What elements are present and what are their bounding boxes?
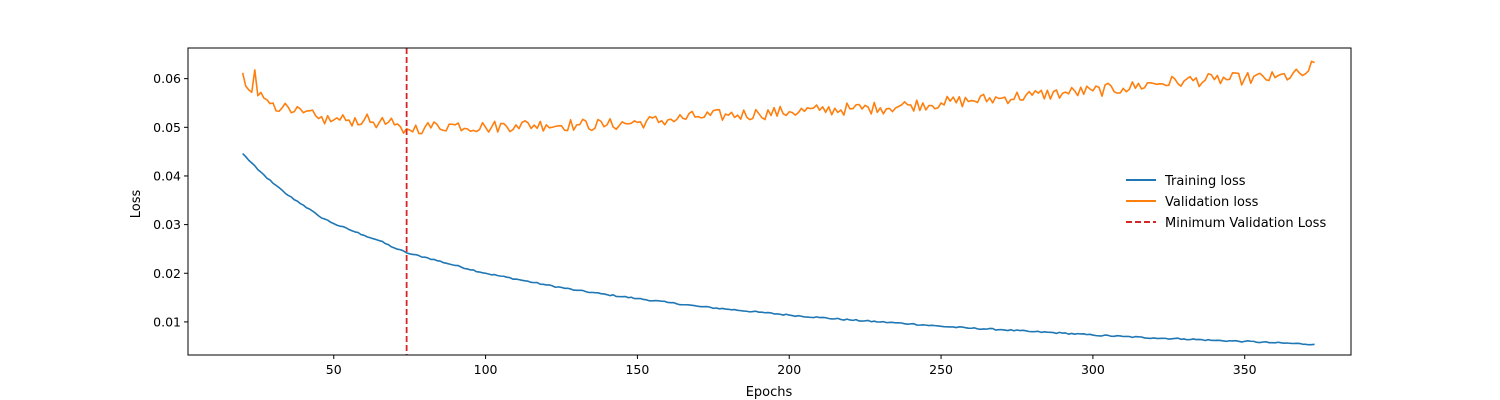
legend-label-validation-loss: Validation loss xyxy=(1165,195,1259,210)
x-tick-label: 300 xyxy=(1081,362,1105,377)
plot-frame xyxy=(187,47,1352,356)
series-line-validation-loss xyxy=(241,60,1315,135)
legend-label-minimum-validation-loss: Minimum Validation Loss xyxy=(1165,216,1326,231)
y-tick-label: 0.01 xyxy=(153,314,181,329)
x-axis: 50 100 150 200 250 300 350 xyxy=(326,355,1257,377)
y-tick-label: 0.03 xyxy=(153,217,181,232)
series-layer xyxy=(241,60,1315,346)
x-tick-label: 50 xyxy=(326,362,342,377)
x-tick-label: 250 xyxy=(929,362,953,377)
x-tick-label: 200 xyxy=(777,362,801,377)
y-tick-label: 0.06 xyxy=(153,71,181,86)
x-tick-label: 350 xyxy=(1233,362,1257,377)
y-tick-label: 0.05 xyxy=(153,120,181,135)
legend: Training loss Validation loss Minimum Va… xyxy=(1126,174,1326,231)
series-line-training-loss xyxy=(242,153,1315,346)
y-axis: 0.01 0.02 0.03 0.04 0.05 0.06 xyxy=(153,71,188,329)
x-axis-title: Epochs xyxy=(746,385,793,400)
x-tick-label: 100 xyxy=(474,362,498,377)
y-tick-label: 0.04 xyxy=(153,168,181,183)
x-tick-label: 150 xyxy=(625,362,649,377)
y-axis-title: Loss xyxy=(129,190,144,219)
y-tick-label: 0.02 xyxy=(153,266,181,281)
legend-label-training-loss: Training loss xyxy=(1164,174,1246,189)
